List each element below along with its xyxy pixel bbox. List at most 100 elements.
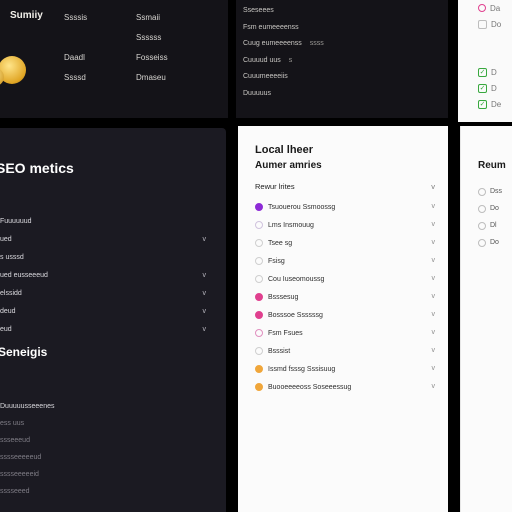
local-list-item-label: Cou Iuseomoussg	[268, 275, 325, 283]
list-item[interactable]: ssseeeud	[0, 437, 30, 444]
local-list-item[interactable]: Buooeeeeoss Soseeessug v	[255, 378, 435, 396]
list-item[interactable]: sssseeed	[0, 488, 30, 495]
top-mid-item[interactable]: Cuuuud uus s	[243, 56, 293, 64]
top-col2-item[interactable]: Ssmaii	[136, 13, 161, 22]
check-icon: ✓	[478, 83, 487, 93]
local-list-item[interactable]: Issmd fsssg Sssisuug v	[255, 360, 435, 378]
seo-metric-item[interactable]: elssidd v	[0, 285, 206, 303]
top-col1-item[interactable]	[64, 32, 87, 52]
seo-metric-item[interactable]: eud v	[0, 321, 206, 339]
top-left-card	[0, 0, 228, 118]
chevron-down-icon: v	[431, 275, 436, 282]
status-dot-icon	[255, 203, 263, 211]
seo-metrics-title: SEO metics	[0, 160, 74, 176]
local-list-item-label: Lms Insmouug	[268, 221, 314, 229]
status-dot-icon	[255, 311, 263, 319]
top-mid-item[interactable]: Duuuuus	[243, 89, 272, 97]
seo-metric-item[interactable]: ued v	[0, 231, 206, 249]
list-item[interactable]: sssseeeeeud	[0, 454, 42, 461]
top-col2-item[interactable]: Ssssss	[136, 33, 162, 42]
check-icon: ✓	[478, 99, 487, 109]
local-list-item-label: Issmd fsssg Sssisuug	[268, 365, 336, 373]
check-icon: ✓	[478, 67, 487, 77]
local-panel-title: Local lheer	[255, 144, 314, 156]
top-col2-item[interactable]: Fosseiss	[136, 53, 168, 62]
top-mid-item[interactable]: Cuug eumeeeenss ssss	[243, 40, 324, 47]
local-panel-dropdown[interactable]: Rewur lrites v	[255, 182, 435, 191]
local-list-item-label: Tsee sg	[268, 239, 293, 247]
top-mid-item[interactable]: Sseseees	[243, 7, 274, 14]
list-item[interactable]: ess uus	[0, 420, 25, 427]
top-mid-item[interactable]: Cuuumeeeeiis	[243, 73, 288, 80]
radio-icon	[478, 204, 486, 213]
top-right-item[interactable]: Do	[478, 16, 501, 32]
right-panel-list: Dss Do Dl Do	[478, 183, 512, 251]
status-dot-icon	[255, 329, 263, 337]
top-right-item[interactable]: ✓ D	[478, 67, 497, 77]
chevron-down-icon: v	[431, 365, 436, 372]
right-panel-title: Reum	[478, 160, 506, 171]
top-right-item[interactable]: Da	[478, 0, 501, 16]
chevron-down-icon: v	[202, 326, 207, 333]
top-col1-item[interactable]: Ssssis	[64, 13, 88, 22]
top-middle-list: Sseseees Fsm eumeeeenss Cuug eumeeeenss s…	[243, 6, 324, 105]
seo-metric-item[interactable]: deud v	[0, 303, 206, 321]
local-list-item-label: Bsssist	[268, 347, 291, 355]
radio-icon	[478, 221, 486, 230]
radio-icon	[478, 187, 486, 196]
local-list-item[interactable]: Bosssoe Ssssssg v	[255, 306, 435, 324]
right-panel	[460, 126, 512, 512]
local-list-item-label: Fsm Fsues	[268, 329, 303, 337]
local-list-item[interactable]: Lms Insmouug v	[255, 216, 435, 234]
chevron-down-icon: v	[202, 290, 207, 297]
top-mid-item[interactable]: Fsm eumeeeenss	[243, 23, 299, 31]
right-panel-item[interactable]: Dl	[478, 217, 512, 234]
seo-metrics-list: Fuuuuuud ued v s usssd ued eusseeeud v els…	[0, 213, 206, 339]
square-icon	[478, 19, 487, 29]
top-right-item[interactable]: ✓ De	[478, 99, 502, 109]
logo-icon	[0, 50, 32, 94]
seo-metric-item[interactable]: s usssd	[0, 254, 24, 261]
local-list-item[interactable]: Fsisg v	[255, 252, 435, 270]
chevron-down-icon: v	[431, 257, 436, 264]
chevron-down-icon: v	[431, 182, 435, 191]
right-panel-item[interactable]: Do	[478, 234, 512, 251]
local-panel-subtitle: Aumer amries	[255, 160, 322, 171]
chevron-down-icon: v	[431, 311, 436, 318]
top-right-item[interactable]: ✓ D	[478, 83, 497, 93]
status-dot-icon	[255, 257, 263, 265]
local-list-item[interactable]: Bsssist v	[255, 342, 435, 360]
local-panel	[238, 126, 448, 512]
right-panel-item[interactable]: Dss	[478, 183, 512, 200]
radio-icon	[478, 238, 486, 247]
local-list-item[interactable]: Bsssesug v	[255, 288, 435, 306]
top-col1-item[interactable]: Ssssd	[64, 73, 86, 82]
local-list-item[interactable]: Fsm Fsues v	[255, 324, 435, 342]
chevron-down-icon: v	[202, 308, 207, 315]
chevron-down-icon: v	[431, 293, 436, 300]
top-col2-item[interactable]: Dmaseu	[136, 73, 166, 82]
status-dot-icon	[255, 221, 263, 229]
seo-metric-item[interactable]: Fuuuuuud	[0, 218, 32, 225]
chevron-down-icon: v	[431, 329, 436, 336]
right-panel-item[interactable]: Do	[478, 200, 512, 217]
local-list-item-label: Buooeeeeoss Soseeessug	[268, 383, 352, 391]
local-list-item[interactable]: Cou Iuseomoussg v	[255, 270, 435, 288]
local-list-item[interactable]: Tsuouerou Ssmoossg v	[255, 198, 435, 216]
second-section-list: Duuuuusseeenes ess uus ssseeeud sssseeee…	[0, 398, 206, 500]
chevron-down-icon: v	[431, 221, 436, 228]
seo-metric-item[interactable]: ued eusseeeud v	[0, 267, 206, 285]
chevron-down-icon: v	[202, 272, 207, 279]
status-dot-icon	[255, 239, 263, 247]
list-item[interactable]: Duuuuusseeenes	[0, 403, 55, 410]
local-list-item-label: Fsisg	[268, 257, 285, 265]
top-col1-item[interactable]: Daadl	[64, 53, 85, 62]
top-column-1: Ssssis Daadl Ssssd	[64, 12, 87, 92]
status-dot-icon	[255, 275, 263, 283]
chevron-down-icon: v	[431, 347, 436, 354]
local-list-item[interactable]: Tsee sg v	[255, 234, 435, 252]
list-item[interactable]: sssseeeeeid	[0, 471, 39, 478]
local-list-item-label: Bosssoe Ssssssg	[268, 311, 323, 319]
top-column-2: Ssmaii Ssssss Fosseiss Dmaseu	[136, 12, 168, 92]
